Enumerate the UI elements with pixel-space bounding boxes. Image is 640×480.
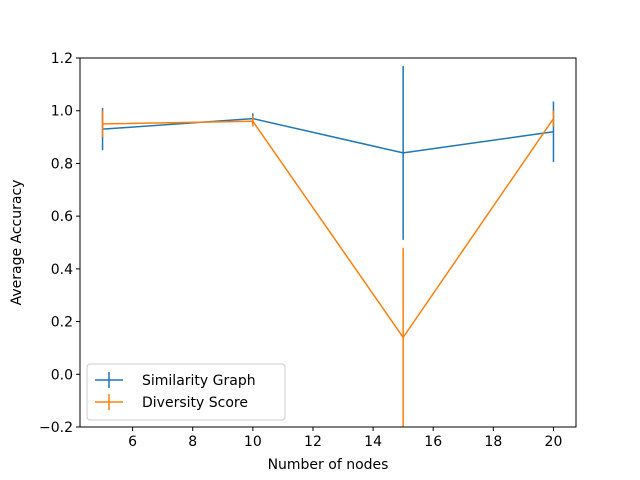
series-line [102,118,555,339]
x-tick-label: 10 [244,434,262,450]
series-line [102,117,554,154]
series-2 [101,110,555,427]
y-tick-label: 0.6 [51,209,73,225]
y-tick-label: 1.0 [51,104,73,120]
x-tick-label: 18 [484,434,502,450]
legend: Similarity Graph Diversity Score [86,363,286,421]
y-tick-label: 0.0 [51,367,73,383]
y-axis-ticks: −0.2 0.0 0.2 0.4 0.6 0.8 1.0 1.2 [39,51,80,436]
x-axis-ticks: 6 8 10 12 14 16 18 20 [128,427,562,450]
x-axis-title: Number of nodes [268,457,389,473]
x-tick-label: 16 [424,434,442,450]
legend-label: Diversity Score [142,395,248,411]
y-tick-label: 0.8 [51,156,73,172]
y-axis-title: Average Accuracy [9,180,25,306]
y-tick-label: −0.2 [39,420,73,436]
y-tick-label: 0.2 [51,315,73,331]
x-tick-label: 12 [304,434,322,450]
plot-frame [79,57,577,428]
x-tick-label: 6 [128,434,137,450]
y-tick-label: 0.4 [51,262,73,278]
x-tick-label: 14 [364,434,382,450]
x-tick-label: 8 [188,434,197,450]
x-tick-label: 20 [545,434,563,450]
legend-frame [86,363,286,421]
legend-label: Similarity Graph [142,373,256,389]
series-layer [101,65,555,427]
y-tick-label: 1.2 [51,51,73,67]
